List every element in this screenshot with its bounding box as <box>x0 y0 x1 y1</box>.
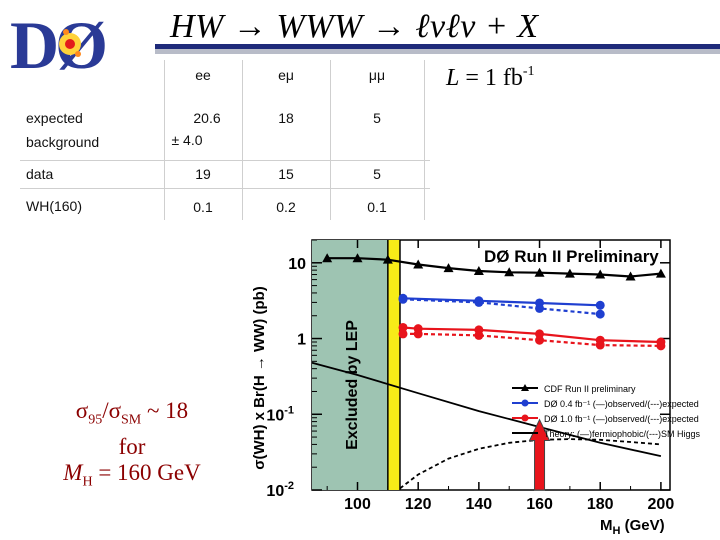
sigma-ratio-line1: σ95/σSM ~ 18 <box>75 398 189 428</box>
series-point-triangle <box>504 267 515 277</box>
x-tick-label: 120 <box>405 496 432 513</box>
cell-background-emu: 18 <box>278 110 294 126</box>
limit-plot: Excluded by LEP 100 120 140 160 180 200 10 1 10-1… <box>251 239 701 537</box>
y-tick-label: 10-1 <box>266 404 294 424</box>
header-rule-gray <box>155 49 720 54</box>
series-point-triangle <box>655 268 666 278</box>
series-line-5 <box>311 361 662 457</box>
page-title: HW → WWW → ℓνℓν + X <box>170 8 539 45</box>
lep-yellow-band <box>387 240 400 490</box>
header-rule-blue <box>155 44 720 49</box>
series-point-circle <box>656 341 666 351</box>
row-label-data: data <box>26 166 54 182</box>
series-point-triangle <box>443 263 454 273</box>
cell-data-ee: 19 <box>195 166 211 182</box>
row-label-background: expected background <box>26 110 100 150</box>
x-tick-label: 100 <box>344 496 371 513</box>
series-point-triangle <box>382 254 393 264</box>
legend-entry: CDF Run II preliminary <box>544 384 636 394</box>
legend-entry: DØ 0.4 fb⁻¹ (—)observed/(---)expected <box>544 399 699 409</box>
series-point-triangle <box>625 271 636 281</box>
chart-title: DØ Run II Preliminary <box>484 247 659 266</box>
column-header-emu: eμ <box>278 67 294 83</box>
series-line-6 <box>399 438 661 490</box>
cell-background-ee-error: ± 4.0 <box>171 132 203 148</box>
series-point-circle <box>595 340 605 350</box>
series-point-circle <box>474 297 484 307</box>
series-point-circle <box>535 329 545 339</box>
series-point-circle <box>474 330 484 340</box>
cell-wh160-emu: 0.2 <box>276 199 296 215</box>
dzero-logo: DØ <box>4 4 134 82</box>
luminosity-label: L = 1 fb-1 <box>446 64 535 91</box>
legend-marker <box>521 384 529 391</box>
x-axis-label: MH (GeV) <box>600 517 665 537</box>
series-point-circle <box>535 335 545 345</box>
series-line-1 <box>402 297 601 307</box>
x-tick-label: 200 <box>648 496 675 513</box>
series-point-triangle <box>322 253 333 263</box>
legend-entry: DØ 1.0 fb⁻¹ (—)observed/(---)expected <box>544 414 699 424</box>
legend-marker <box>521 414 529 422</box>
x-tick-label: 180 <box>587 496 614 513</box>
legend-marker <box>521 399 529 407</box>
y-axis-label: σ(WH) x Br(H → WW) (pb) <box>251 286 268 470</box>
x-tick-label: 140 <box>466 496 493 513</box>
series-line-2 <box>402 298 601 316</box>
column-header-mumu: μμ <box>368 67 386 83</box>
series-point-triangle <box>473 265 484 275</box>
cell-data-mumu: 5 <box>373 166 381 182</box>
legend-entry: Theory: (—)fermiophobic/(---)SM Higgs <box>544 429 701 439</box>
sigma-ratio-line2: for <box>118 433 146 459</box>
cell-data-emu: 15 <box>278 166 294 182</box>
column-header-ee: ee <box>195 67 211 83</box>
series-point-triangle <box>413 259 424 269</box>
cell-background-mumu: 5 <box>373 110 381 126</box>
x-tick-label: 160 <box>526 496 553 513</box>
excluded-band <box>312 240 388 490</box>
y-tick-label: 10 <box>288 256 306 273</box>
y-tick-label: 10-2 <box>266 480 294 500</box>
series-line-4 <box>403 332 661 347</box>
series-point-triangle <box>534 267 545 277</box>
cell-wh160-ee: 0.1 <box>193 199 213 215</box>
cell-wh160-mumu: 0.1 <box>367 199 387 215</box>
series-point-triangle <box>564 268 575 278</box>
series-point-circle <box>535 303 545 313</box>
yield-table: ee eμ μμ expected background 20.6 ± 4.0 1… <box>20 60 430 220</box>
series-point-circle <box>595 309 605 319</box>
cell-background-ee: 20.6 <box>193 110 221 126</box>
series-point-circle <box>398 294 408 304</box>
series-point-circle <box>595 300 605 310</box>
arrow-mh-160-icon <box>528 418 551 491</box>
series-point-triangle <box>595 269 606 279</box>
series-point-circle <box>398 329 408 339</box>
series-point-triangle <box>352 253 363 263</box>
series-point-circle <box>413 329 423 339</box>
sigma-ratio-line3: MH = 160 GeV <box>63 459 201 490</box>
excluded-band-label: Excluded by LEP <box>344 320 361 450</box>
row-label-wh160: WH(160) <box>26 198 83 214</box>
series-point-circle <box>398 322 408 332</box>
sigma-ratio-note: σ95/σSM ~ 18 for MH = 160 GeV <box>40 398 224 495</box>
series-line-0 <box>327 257 662 278</box>
y-tick-label: 1 <box>297 332 306 349</box>
